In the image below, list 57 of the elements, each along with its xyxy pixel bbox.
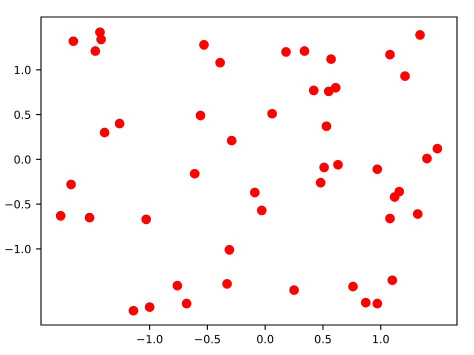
point <box>333 160 343 170</box>
point <box>215 58 225 68</box>
point <box>172 280 182 290</box>
point <box>330 82 341 93</box>
point <box>267 108 277 119</box>
y-tick-label: 0.0 <box>14 155 31 164</box>
x-tick-label: 0.0 <box>257 334 274 344</box>
point <box>372 164 382 174</box>
point <box>144 302 154 312</box>
point <box>324 86 334 96</box>
point <box>385 214 395 224</box>
point <box>432 144 442 154</box>
point <box>281 47 291 57</box>
point <box>308 86 319 96</box>
point <box>68 36 78 46</box>
point <box>412 209 423 219</box>
point <box>222 278 232 289</box>
point <box>256 206 267 216</box>
point <box>66 180 76 190</box>
point <box>319 162 329 172</box>
point <box>300 46 310 56</box>
x-tick-label: −0.5 <box>195 334 220 344</box>
y-tick-label: −0.5 <box>5 200 30 209</box>
point <box>226 136 237 146</box>
point <box>182 298 192 308</box>
point <box>385 50 395 60</box>
point <box>128 306 138 316</box>
x-tick-label: −1.0 <box>137 334 162 344</box>
point <box>199 40 209 50</box>
y-tick-label: −1.0 <box>5 244 31 254</box>
x-tick-label: 0.5 <box>314 334 331 344</box>
point <box>316 178 326 188</box>
point <box>96 34 106 44</box>
point <box>250 188 260 198</box>
point <box>100 128 110 138</box>
point <box>422 154 432 164</box>
point <box>322 121 332 132</box>
point <box>348 282 358 292</box>
point <box>400 71 410 81</box>
point <box>415 30 425 40</box>
point <box>114 118 124 128</box>
point <box>387 275 398 286</box>
point <box>190 168 200 179</box>
point <box>360 298 371 308</box>
point <box>90 46 100 56</box>
y-tick-label: 1.0 <box>14 66 31 74</box>
point <box>84 212 94 222</box>
point <box>56 210 66 221</box>
y-tick-label: 0.5 <box>14 110 30 119</box>
point <box>141 214 152 224</box>
point <box>289 285 299 295</box>
point <box>224 244 234 255</box>
x-tick-label: 1.0 <box>373 334 389 344</box>
point <box>196 110 206 120</box>
point <box>326 54 336 64</box>
point <box>390 192 400 202</box>
point <box>372 298 382 308</box>
